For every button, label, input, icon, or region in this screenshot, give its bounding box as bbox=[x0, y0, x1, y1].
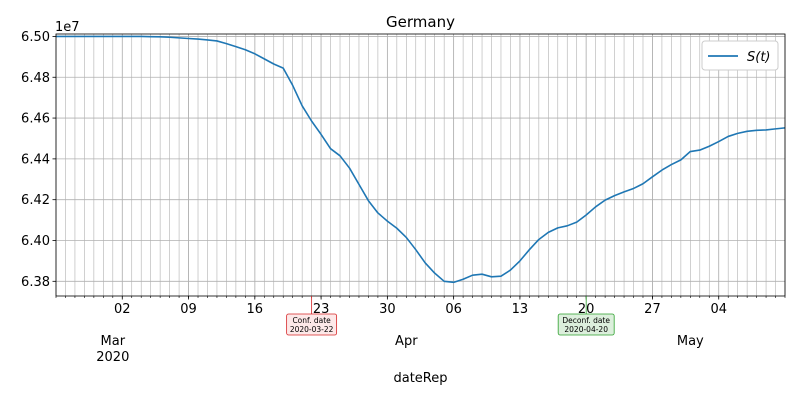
tick-label-x: 04 bbox=[710, 302, 727, 317]
annotation-box bbox=[557, 313, 615, 336]
annotation-title: Deconf. date bbox=[562, 316, 610, 325]
tick-label-x: 13 bbox=[512, 302, 529, 317]
tick-label-x: 09 bbox=[180, 302, 197, 317]
y-offset-label: 1e7 bbox=[55, 20, 80, 35]
y-axis-ticks: 6.38 6.40 6.42 6.44 6.46 6.48 6.50 bbox=[21, 30, 56, 290]
tick-label-x: 06 bbox=[445, 302, 462, 317]
month-label: May bbox=[677, 334, 704, 349]
legend-frame bbox=[701, 40, 779, 71]
tick-label-y: 6.50 bbox=[21, 30, 50, 45]
tick-label-y: 6.40 bbox=[21, 234, 50, 249]
annotation-title: Conf. date bbox=[292, 316, 331, 325]
legend: S(t) bbox=[701, 40, 779, 71]
year-label: 2020 bbox=[96, 350, 129, 365]
tick-label-y: 6.48 bbox=[21, 71, 50, 86]
tick-label-y: 6.42 bbox=[21, 193, 50, 208]
chart-title: Germany bbox=[386, 13, 455, 31]
tick-label-x: 27 bbox=[644, 302, 661, 317]
tick-label-x: 30 bbox=[379, 302, 396, 317]
x-axis-label: dateRep bbox=[393, 371, 447, 386]
annotation-date: 2020-04-20 bbox=[564, 325, 608, 334]
plot-frame bbox=[55, 33, 786, 297]
month-label: Mar bbox=[101, 334, 126, 349]
tick-label-x: 23 bbox=[313, 302, 330, 317]
tick-label-y: 6.44 bbox=[21, 152, 50, 167]
tick-label-y: 6.46 bbox=[21, 112, 50, 127]
legend-label: S(t) bbox=[747, 50, 771, 65]
tick-label-y: 6.38 bbox=[21, 275, 50, 290]
minor-gridlines bbox=[55, 34, 786, 296]
series-line-s-t bbox=[56, 35, 786, 284]
tick-label-x: 02 bbox=[114, 302, 131, 317]
month-label: Apr bbox=[395, 334, 418, 349]
major-gridlines bbox=[56, 34, 785, 296]
annotation-date: 2020-03-22 bbox=[290, 325, 334, 334]
annotation-box bbox=[286, 313, 338, 336]
tick-label-x: 16 bbox=[247, 302, 264, 317]
